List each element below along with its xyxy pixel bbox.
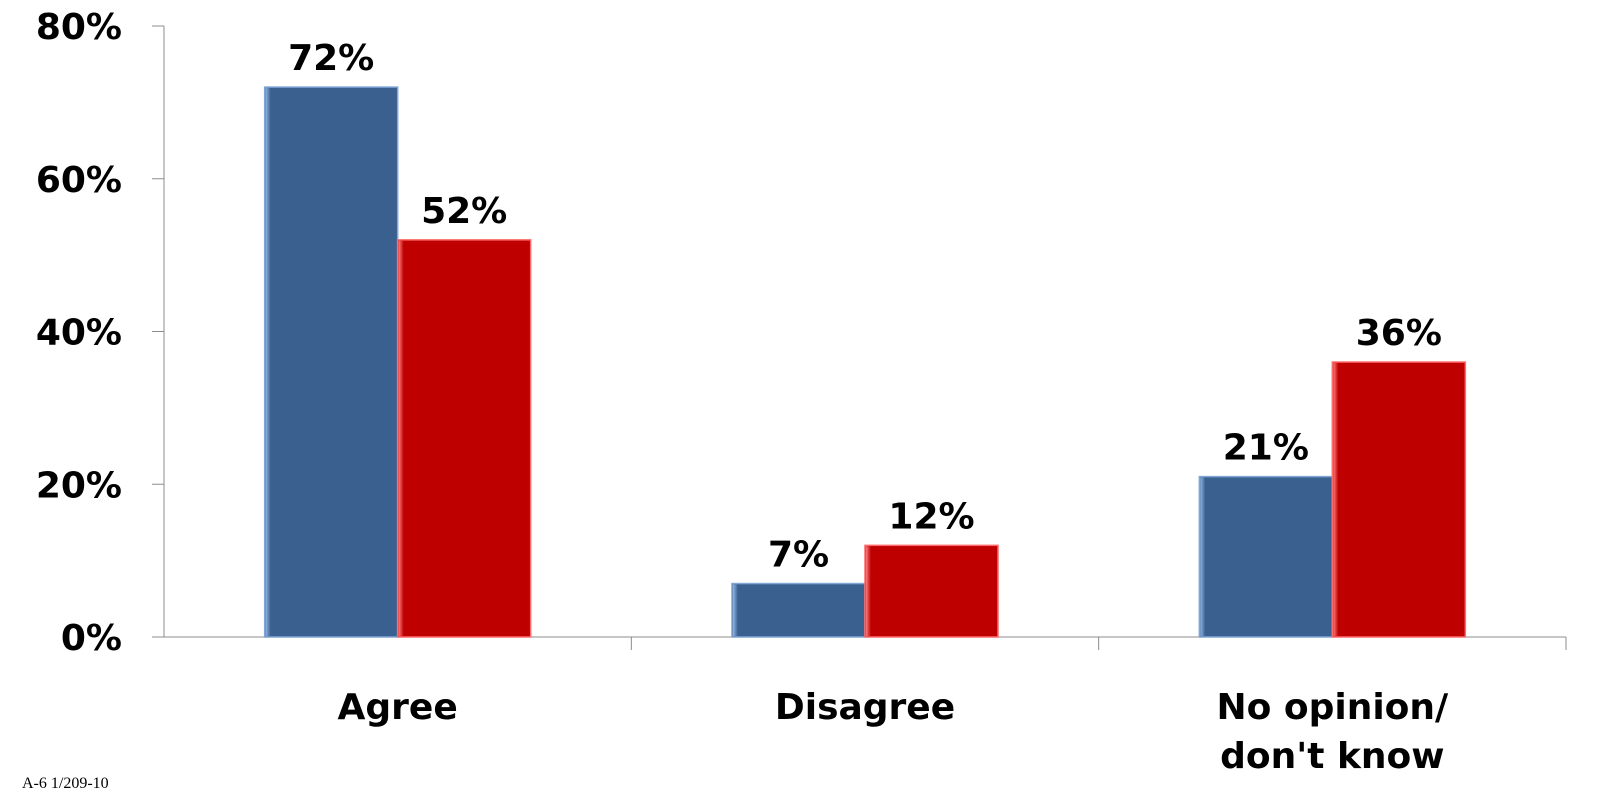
x-category-label: No opinion/	[1216, 687, 1449, 728]
data-label: 21%	[1223, 428, 1309, 469]
x-category-label: Disagree	[775, 687, 955, 728]
y-tick-label: 40%	[36, 313, 122, 354]
bar	[1198, 475, 1334, 638]
y-tick-label: 60%	[36, 160, 122, 201]
y-tick-label: 80%	[36, 7, 122, 48]
data-label: 12%	[888, 496, 974, 537]
labels: 0% 20% 40% 60% 80% 72% 52% Agree 7% 12% Disagree 21…	[36, 7, 1449, 777]
bar-body	[263, 86, 399, 638]
bar-edge-highlight	[1333, 363, 1339, 636]
bar-edge-highlight	[866, 546, 871, 636]
y-tick-label: 0%	[61, 618, 122, 659]
bar	[1331, 361, 1467, 638]
data-label: 72%	[288, 38, 374, 79]
bar-body	[396, 239, 532, 638]
footnote: A-6 1/209-10	[22, 775, 109, 792]
bar-edge-highlight	[265, 88, 271, 637]
x-category-label: don't know	[1220, 736, 1444, 777]
bar	[731, 582, 866, 638]
bar-body	[731, 582, 866, 638]
bar-body	[864, 544, 999, 638]
bar	[864, 544, 999, 638]
bar-edge-highlight	[398, 240, 404, 636]
bar-body	[1331, 361, 1467, 638]
bar-edge-highlight	[733, 584, 738, 636]
bar-body	[1198, 475, 1334, 638]
bars	[263, 86, 1467, 638]
y-tick-label: 20%	[36, 465, 122, 506]
bar	[263, 86, 399, 638]
x-category-label: Agree	[338, 687, 458, 728]
data-label: 52%	[421, 191, 507, 232]
bar	[396, 239, 532, 638]
data-label: 36%	[1356, 313, 1442, 354]
bar-edge-highlight	[1200, 477, 1206, 636]
data-label: 7%	[768, 535, 829, 576]
